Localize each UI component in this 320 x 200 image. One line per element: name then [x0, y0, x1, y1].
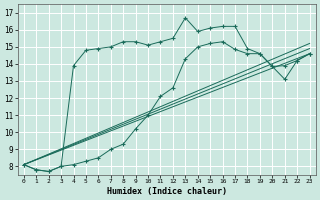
X-axis label: Humidex (Indice chaleur): Humidex (Indice chaleur): [107, 187, 227, 196]
